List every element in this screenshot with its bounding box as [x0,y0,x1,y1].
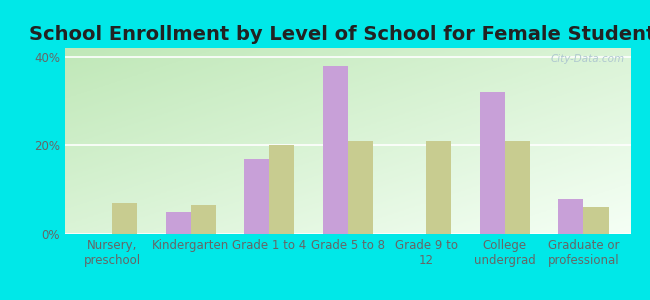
Bar [426,141,452,234]
Bar [112,203,137,234]
Bar [190,205,216,234]
Text: City-Data.com: City-Data.com [551,54,625,64]
Bar [584,207,608,234]
Bar [322,66,348,234]
Bar [558,199,584,234]
Bar [348,141,373,234]
Bar [480,92,505,234]
Bar [166,212,190,234]
Bar [244,159,269,234]
Bar [269,146,294,234]
Bar [505,141,530,234]
Title: School Enrollment by Level of School for Female Students: School Enrollment by Level of School for… [29,25,650,44]
